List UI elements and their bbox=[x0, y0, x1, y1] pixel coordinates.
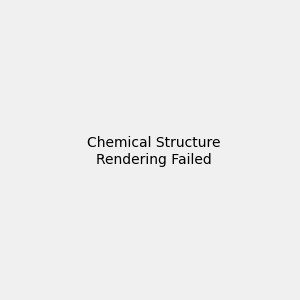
Text: Chemical Structure
Rendering Failed: Chemical Structure Rendering Failed bbox=[87, 136, 220, 166]
